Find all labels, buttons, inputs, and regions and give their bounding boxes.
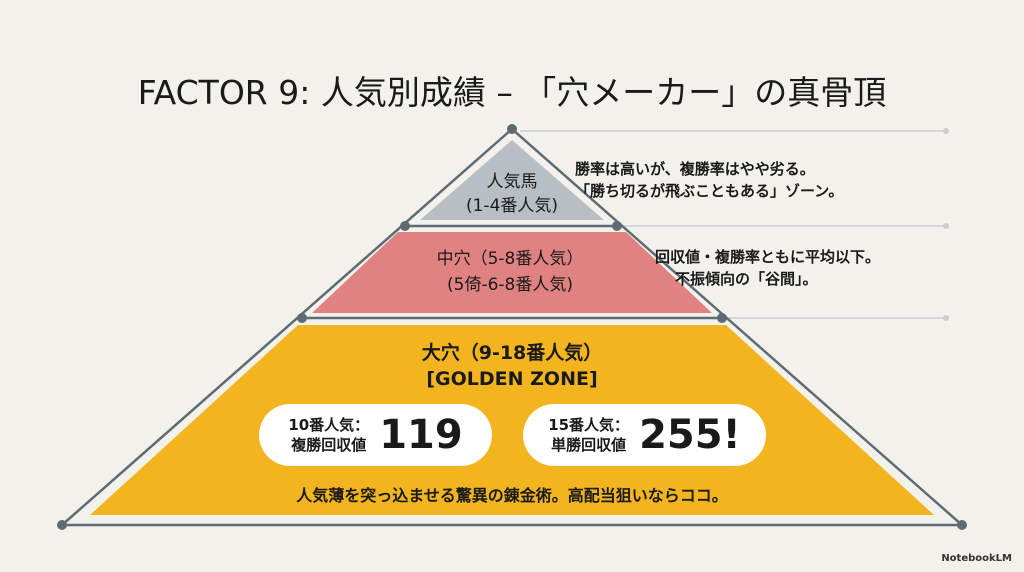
tier-middle-label: 中穴（5-8番人気） (5倚-6-8番人気): [360, 246, 660, 298]
tier-middle-note: 回収値・複勝率ともに平均以下。 不振傾向の「谷間」。: [655, 246, 945, 290]
tier-top-note: 勝率は高いが、複勝率はやや劣る。 「勝ち切るが飛ぶこともある」ゾーン。: [575, 158, 935, 202]
stat-value: 255!: [639, 412, 741, 458]
page-title: FACTOR 9: 人気別成績 – 「穴メーカー」の真骨頂: [137, 73, 887, 112]
tier-top-fill: [420, 140, 604, 220]
node-dots: [57, 124, 967, 530]
note-line: 回収値・複勝率ともに平均以下。: [655, 248, 881, 266]
tier-top-range: (1-4番人気): [465, 196, 559, 216]
golden-zone-label: [GOLDEN ZONE]: [426, 368, 598, 390]
tier-bottom-name: 大穴（9-18番人気）: [421, 342, 603, 364]
tier-middle-fill: [312, 232, 712, 313]
stat-label: 10番人気：: [288, 416, 370, 434]
tier-top-name: 人気馬: [486, 172, 538, 192]
stat-label: 15番人気：: [548, 416, 630, 434]
tier-top-label: 人気馬 (1-4番人気): [430, 170, 594, 218]
stat-label: 複勝回収値: [291, 436, 367, 454]
stat-pill-15th: 15番人気： 単勝回収値 255!: [523, 404, 766, 466]
stat-pill-10th: 10番人気： 複勝回収値 119: [259, 404, 492, 466]
pyramid-outline: [61, 127, 966, 527]
note-line: 「勝ち切るが飛ぶこともある」ゾーン。: [575, 182, 844, 200]
stat-label: 単勝回収値: [551, 436, 627, 454]
notebooklm-watermark: NotebookLM: [941, 553, 1012, 564]
tier-bottom-label: 大穴（9-18番人気） [GOLDEN ZONE]: [312, 340, 712, 392]
tier-bottom-tagline: 人気薄を突っ込ませる驚異の錬金術。高配当狙いならココ。: [296, 486, 728, 505]
tier-middle-name: 中穴（5-8番人気）: [436, 249, 584, 269]
stat-value: 119: [379, 412, 463, 458]
tier-middle-range: (5倚-6-8番人気): [447, 275, 573, 295]
note-line: 勝率は高いが、複勝率はやや劣る。: [575, 160, 815, 178]
tier-bottom-fill: [90, 325, 934, 515]
note-line: 不振傾向の「谷間」。: [675, 270, 818, 288]
guide-lines: [520, 130, 946, 319]
